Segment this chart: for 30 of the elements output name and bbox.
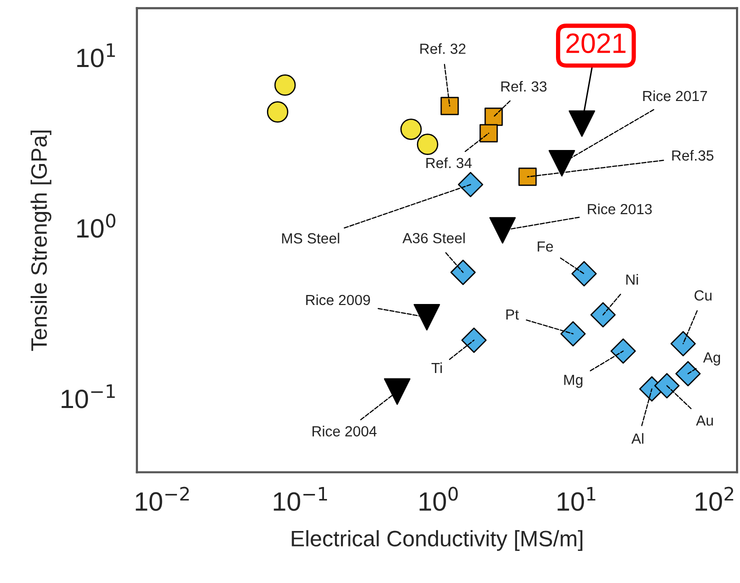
x-tick-label: 10$^{−1}$ bbox=[274, 487, 327, 511]
annotation: Fe bbox=[538, 241, 553, 252]
y-axis-title: Tensile Strength [GPa] bbox=[30, 130, 52, 351]
y-tick-label: 10$^{0}$ bbox=[77, 214, 116, 238]
annotation: Ti bbox=[432, 362, 442, 373]
annotation: Ref. 32 bbox=[420, 43, 466, 54]
annotation: A36 Steel bbox=[402, 232, 465, 244]
y-tick-label: 10$^{−1}$ bbox=[62, 384, 115, 408]
annotation: MS Steel bbox=[282, 232, 340, 244]
x-tick-label: 10$^{1}$ bbox=[558, 487, 596, 511]
annotation: Ref. 34 bbox=[426, 157, 472, 168]
y-tick-label: 10$^{1}$ bbox=[77, 43, 115, 68]
annotation: Ref. 33 bbox=[501, 80, 547, 92]
annotation: Rice 2004 bbox=[312, 426, 377, 436]
annotation: Au bbox=[696, 415, 713, 426]
x-axis-title: Electrical Conductivity [MS/m] bbox=[292, 530, 582, 551]
x-tick-label: 10$^{−2}$ bbox=[136, 486, 189, 511]
annotation: Al bbox=[631, 433, 644, 444]
annotation: 2021 bbox=[566, 33, 626, 54]
annotation: Ag bbox=[703, 352, 720, 366]
annotation: Ni bbox=[626, 274, 638, 285]
x-tick-label: 10$^{0}$ bbox=[420, 486, 458, 511]
annotation: Rice 2009 bbox=[306, 294, 370, 306]
annotation: Rice 2017 bbox=[643, 90, 707, 102]
annotation: Pt bbox=[506, 310, 519, 320]
x-tick-label: 10$^{2}$ bbox=[696, 486, 734, 511]
annotation: Ref.35 bbox=[672, 150, 714, 161]
annotation: Rice 2013 bbox=[588, 204, 652, 214]
annotation: Mg bbox=[564, 374, 582, 388]
annotation: Cu bbox=[694, 290, 712, 301]
